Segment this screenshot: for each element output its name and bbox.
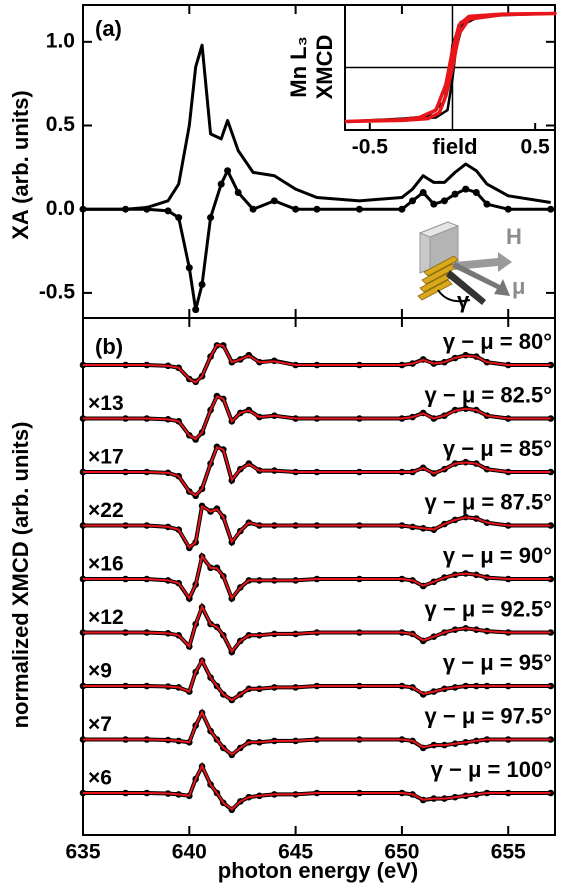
y-tick-label: -0.5 (39, 280, 76, 303)
scale-factor: ×16 (88, 553, 124, 576)
y-tick-label: 1.0 (46, 29, 75, 52)
xmcd-dot (122, 205, 130, 213)
xmcd-dot (185, 264, 193, 272)
xmcd-dot (217, 180, 225, 188)
xmcd-dot (313, 205, 321, 213)
xmcd-line (83, 167, 551, 310)
panel-label: (a) (95, 16, 122, 41)
xmcd-dot (547, 205, 555, 213)
inset-y-label: XMCD (312, 35, 337, 100)
xmcd-dot (419, 188, 427, 196)
xmcd-dot (409, 197, 417, 205)
inset-y-label: Mn L₃ (286, 36, 311, 98)
spectrum-fit (83, 343, 551, 384)
xmcd-dot (270, 197, 278, 205)
geometry-sketch (417, 221, 512, 305)
xmcd-dot (504, 205, 512, 213)
angle-label: γ − μ = 85° (443, 436, 552, 461)
spectrum-fit (83, 604, 551, 654)
xmcd-dot (472, 188, 480, 196)
spectrum-fit (83, 395, 551, 441)
angle-label: γ − μ = 90° (443, 543, 552, 568)
spectrum-fit (83, 763, 551, 811)
xmcd-dot (175, 214, 183, 222)
y-tick-label: 0.5 (46, 113, 76, 136)
scale-factor: ×7 (88, 713, 112, 736)
spectrum-fit (83, 658, 551, 702)
annotation: H (506, 224, 522, 249)
xmcd-dot (483, 200, 491, 208)
scale-factor: ×22 (88, 499, 124, 522)
xmcd-dot (198, 281, 206, 289)
angle-label: γ − μ = 100° (431, 757, 552, 782)
xmcd-dot (451, 190, 459, 198)
scale-factor: ×17 (88, 446, 124, 469)
xmcd-dot (192, 306, 200, 314)
xmcd-dot (207, 214, 215, 222)
xmcd-dot (143, 205, 151, 213)
inset-x-label: field (432, 134, 477, 159)
xmcd-dot (249, 205, 257, 213)
y-axis-label: normalized XMCD (arb. units) (8, 422, 33, 729)
xmcd-dot (462, 185, 470, 193)
x-tick-label: 655 (491, 841, 526, 864)
x-axis-label: photon energy (eV) (218, 858, 418, 883)
x-tick-label: 640 (172, 841, 207, 864)
xmcd-dot (355, 205, 363, 213)
angle-label: γ − μ = 97.5° (425, 703, 552, 728)
annotation: γ (457, 288, 470, 313)
angle-label: γ − μ = 87.5° (425, 489, 552, 514)
xmcd-dot (440, 197, 448, 205)
inset-x-tick-label: -0.5 (352, 136, 389, 159)
hysteresis-loop (344, 11, 557, 124)
xmcd-dot (430, 200, 438, 208)
scale-factor: ×13 (88, 392, 124, 415)
xmcd-dot (224, 167, 232, 175)
y-tick-label: 0.0 (46, 197, 75, 220)
scale-factor: ×6 (88, 767, 112, 790)
x-tick-label: 635 (65, 841, 100, 864)
angle-label: γ − μ = 80° (443, 329, 552, 354)
spectrum-fit (83, 504, 551, 549)
y-axis-label: XA (arb. units) (8, 90, 33, 240)
xa-line (83, 43, 551, 211)
xmcd-dot (79, 205, 87, 213)
scale-factor: ×12 (88, 606, 124, 629)
x-tick-label: 650 (384, 841, 419, 864)
scale-factor: ×9 (88, 660, 112, 683)
angle-label: γ − μ = 82.5° (425, 382, 552, 407)
xmcd-dot (164, 207, 172, 215)
inset-x-tick-label: 0.5 (521, 136, 551, 159)
xmcd-dot (234, 188, 242, 196)
angle-label: γ − μ = 95° (443, 650, 552, 675)
x-tick-label: 645 (278, 841, 313, 864)
xmcd-dot (292, 205, 300, 213)
spectrum-fit (83, 553, 551, 601)
spectrum-fit (83, 446, 551, 497)
spectrum-fit (83, 709, 551, 756)
angle-label: γ − μ = 92.5° (425, 596, 552, 621)
annotation: μ (512, 274, 525, 299)
panel-label: (b) (95, 334, 123, 359)
xmcd-dot (398, 205, 406, 213)
